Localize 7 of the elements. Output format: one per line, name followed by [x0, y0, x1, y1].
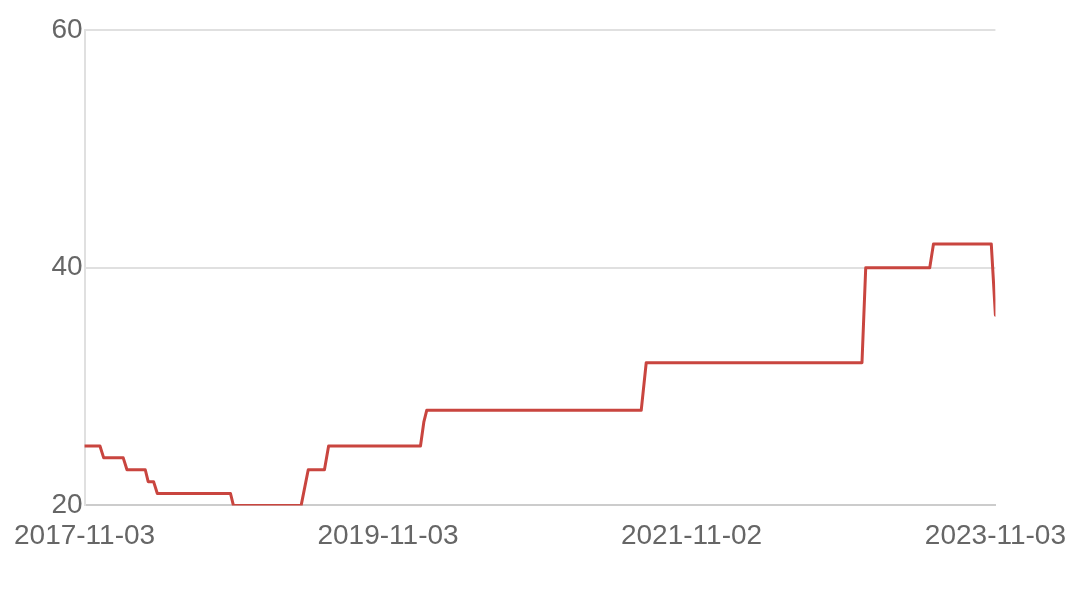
y-tick-label: 40 [51, 250, 83, 282]
x-tick-label: 2017-11-03 [14, 518, 156, 550]
x-tick-label: 2023-11-03 [924, 518, 1066, 550]
x-tick-label: 2019-11-03 [317, 518, 459, 550]
y-tick-label: 20 [51, 488, 83, 520]
y-tick-label: 60 [51, 12, 83, 44]
x-tick-label: 2021-11-02 [620, 518, 763, 550]
